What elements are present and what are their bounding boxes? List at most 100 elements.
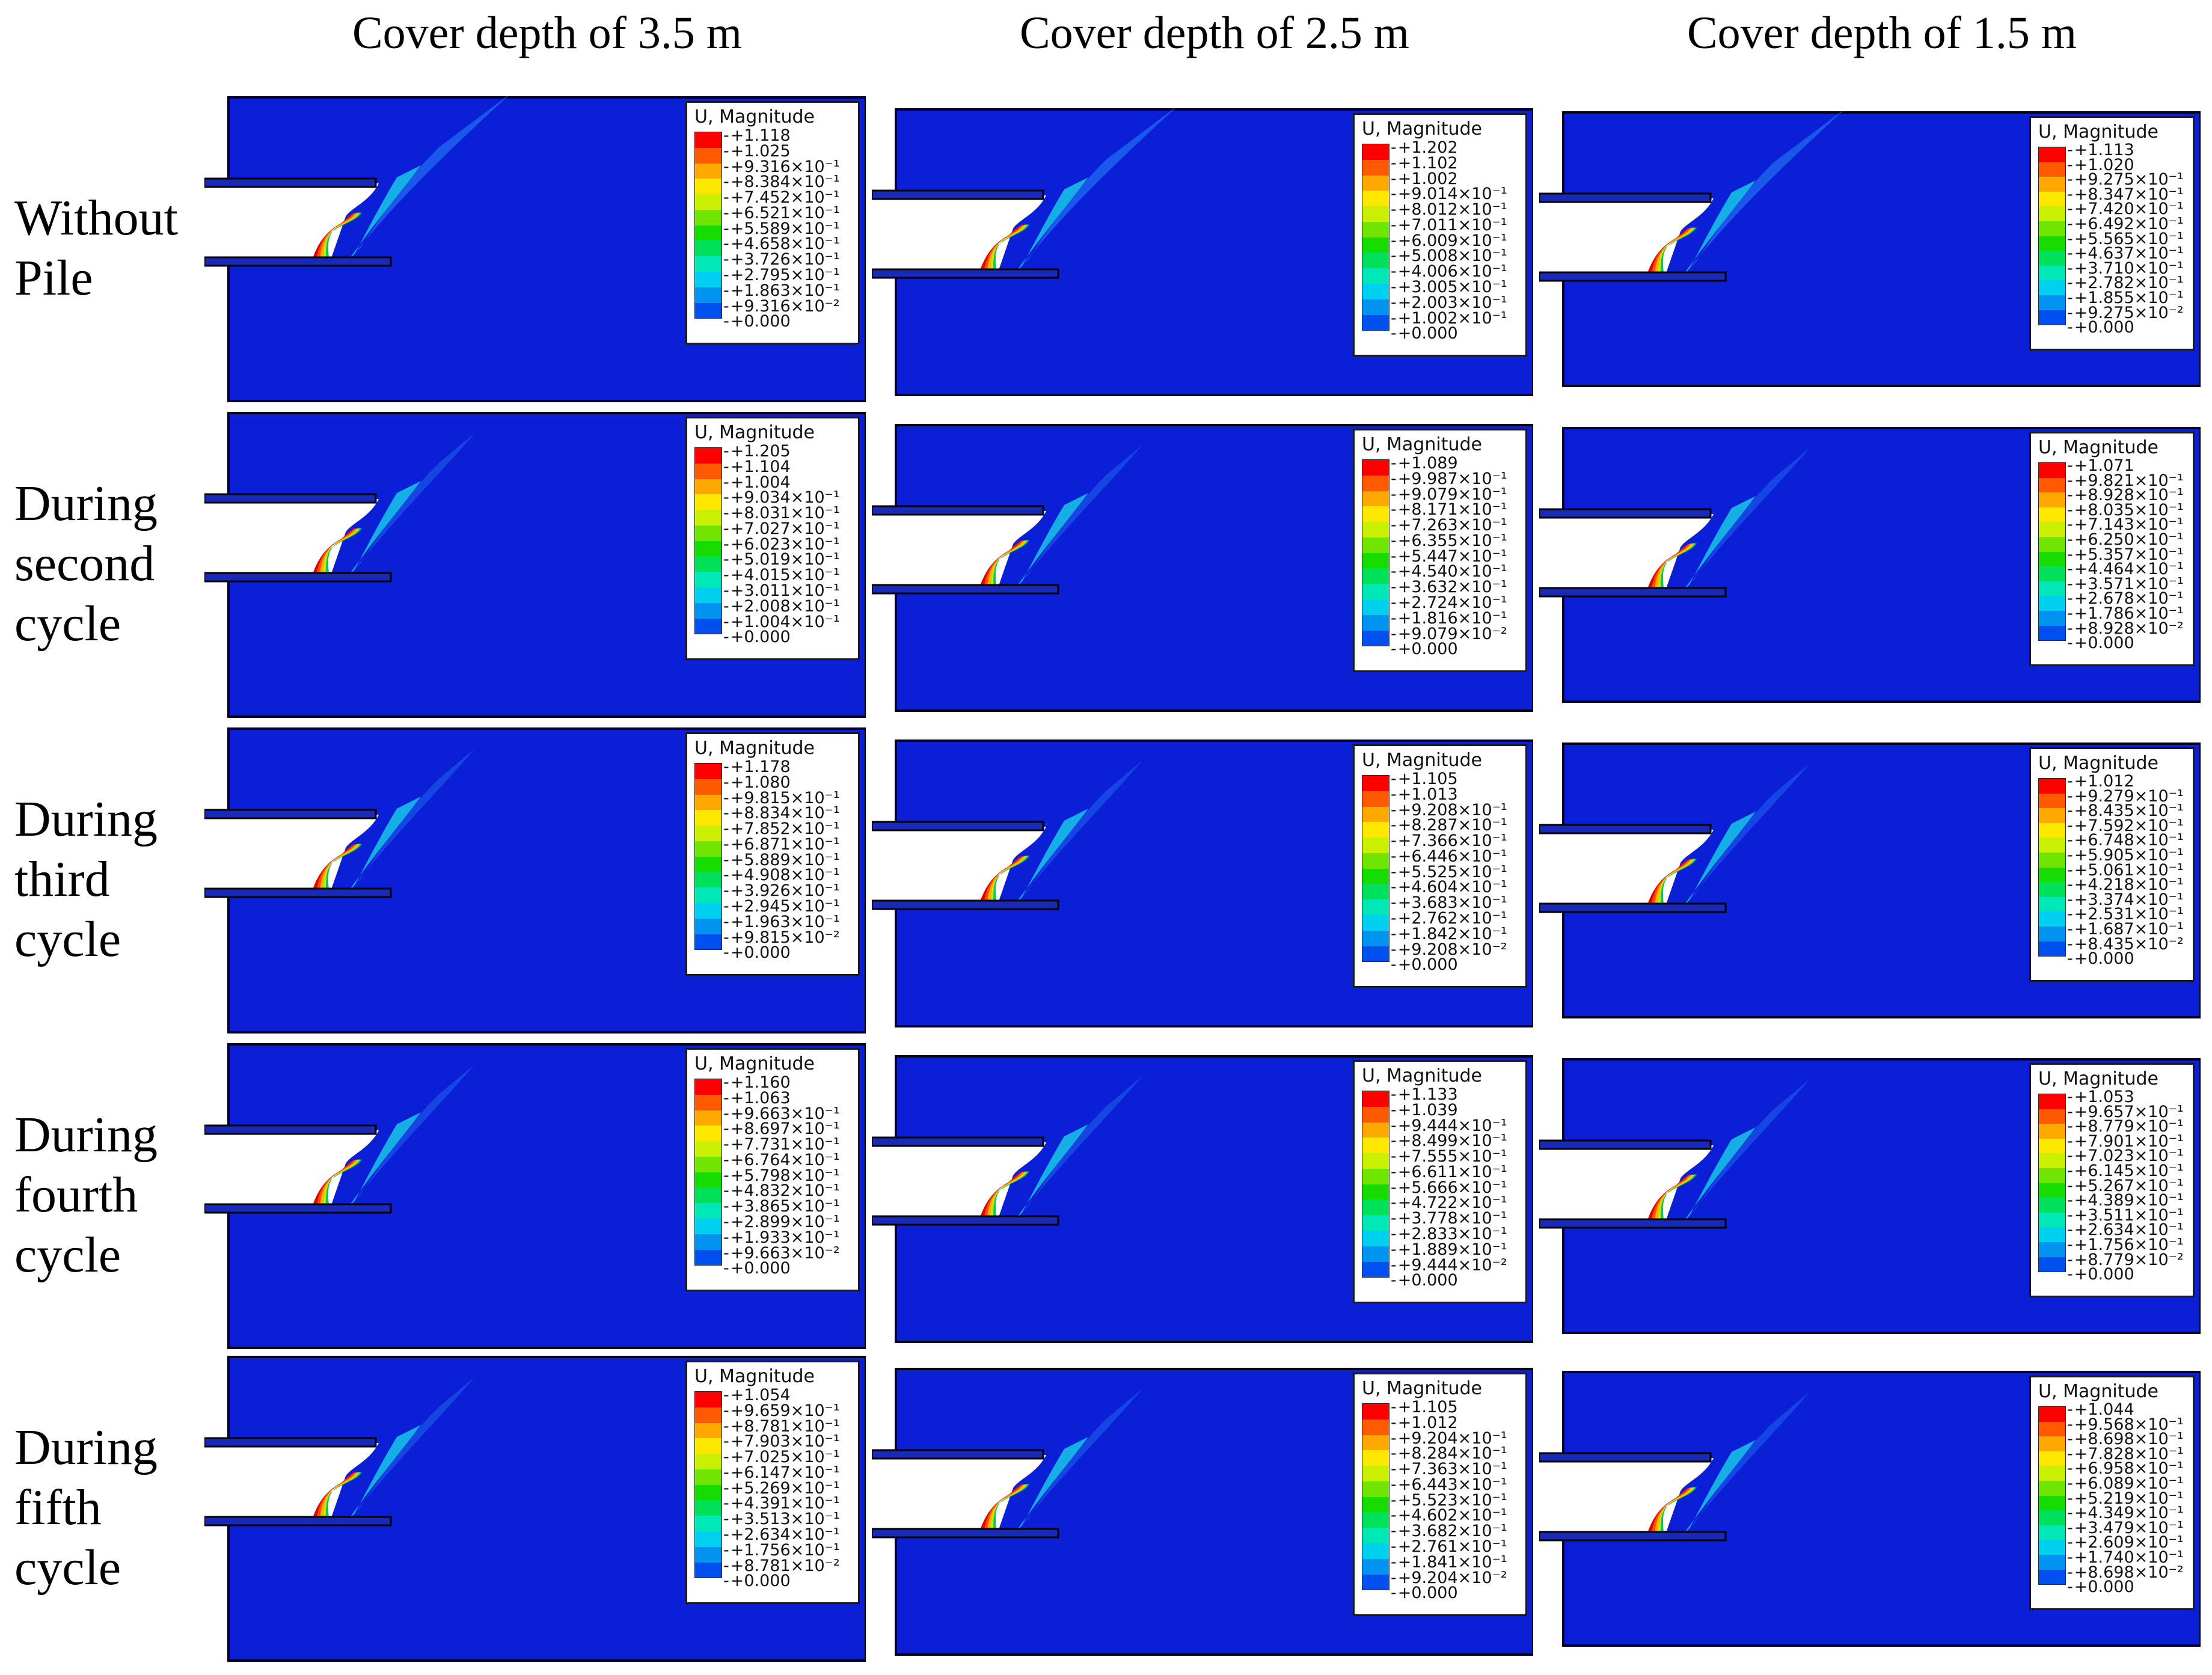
legend-tick-label: +8.781×10⁻¹ — [723, 1418, 840, 1435]
legend-tick-label: +6.764×10⁻¹ — [723, 1152, 840, 1168]
face-displacement-band — [1647, 1174, 1689, 1220]
legend-tick-label: +5.008×10⁻¹ — [1391, 248, 1507, 265]
tunnel-lining — [204, 1437, 377, 1448]
legend-swatch — [695, 1407, 722, 1423]
legend-swatch — [695, 1079, 722, 1095]
legend-tick-label: +3.726×10⁻¹ — [723, 251, 840, 268]
legend-swatch — [1362, 776, 1389, 791]
legend-tick-label: +1.063 — [723, 1090, 840, 1106]
legend-swatch — [695, 1546, 722, 1563]
legend-tick-label: +1.841×10⁻¹ — [1391, 1554, 1507, 1570]
legend-swatch — [2039, 1525, 2065, 1540]
legend-ticks: +1.178+1.080+9.815×10⁻¹+8.834×10⁻¹+7.852… — [723, 759, 840, 961]
legend-swatch — [1362, 1435, 1389, 1451]
legend-colorbar — [2038, 147, 2066, 326]
legend-ticks: +1.053+9.657×10⁻¹+8.779×10⁻¹+7.901×10⁻¹+… — [2067, 1089, 2184, 1282]
face-displacement-band — [1647, 227, 1695, 274]
displacement-band — [349, 797, 421, 891]
legend-tick-label: +3.011×10⁻¹ — [723, 583, 840, 599]
face-displacement-band — [980, 224, 1022, 271]
legend-tick-label: +7.903×10⁻¹ — [723, 1433, 840, 1450]
legend-tick-label: +3.632×10⁻¹ — [1391, 579, 1507, 595]
contour-legend: U, Magnitude+1.178+1.080+9.815×10⁻¹+8.83… — [685, 732, 860, 976]
legend-swatch — [2039, 463, 2065, 478]
legend-tick-label: +2.008×10⁻¹ — [723, 598, 840, 614]
legend-title: U, Magnitude — [2038, 1381, 2158, 1402]
legend-swatch — [695, 618, 722, 634]
tunnel-lining — [872, 268, 1059, 279]
row-label-line: During — [14, 475, 158, 531]
legend-tick-label: +1.178 — [723, 759, 840, 775]
tunnel-lining — [204, 572, 392, 583]
tunnel-opening — [204, 183, 379, 260]
legend-swatch — [1362, 1261, 1389, 1278]
legend-swatch — [2039, 522, 2065, 537]
legend-swatch — [695, 918, 722, 934]
legend-tick-label: +7.011×10⁻¹ — [1391, 217, 1507, 233]
legend-swatch — [695, 463, 722, 479]
legend-swatch — [2039, 852, 2065, 868]
legend-title: U, Magnitude — [694, 1053, 815, 1074]
legend-tick-label: +3.005×10⁻¹ — [1391, 279, 1507, 295]
legend-tick-label: +1.054 — [723, 1387, 840, 1403]
legend-swatch — [695, 572, 722, 588]
legend-tick-label: +3.865×10⁻¹ — [723, 1198, 840, 1214]
tunnel-lining — [204, 1124, 377, 1135]
displacement-band — [1684, 496, 1756, 590]
tunnel-lining — [204, 887, 392, 898]
displacement-band — [1016, 493, 1088, 587]
legend-swatch — [1362, 191, 1389, 207]
tunnel-opening — [204, 1130, 379, 1207]
face-displacement-band — [313, 1159, 354, 1205]
legend-tick-label: +4.604×10⁻¹ — [1391, 880, 1507, 896]
legend-tick-label: +7.027×10⁻¹ — [723, 521, 840, 537]
tunnel-lining — [872, 1136, 1044, 1147]
legend-tick-label: +6.147×10⁻¹ — [723, 1465, 840, 1481]
legend-swatch — [695, 903, 722, 919]
legend-title: U, Magnitude — [2038, 437, 2158, 458]
legend-swatch — [1362, 1574, 1389, 1590]
legend-tick-label: +8.499×10⁻¹ — [1391, 1133, 1507, 1149]
legend-colorbar — [1362, 1403, 1389, 1591]
legend-tick-label: +2.899×10⁻¹ — [723, 1214, 840, 1230]
legend-colorbar — [694, 1391, 722, 1579]
contour-legend: U, Magnitude+1.089+9.987×10⁻¹+9.079×10⁻¹… — [1353, 429, 1527, 672]
legend-tick-label: +1.842×10⁻¹ — [1391, 926, 1507, 942]
legend-tick-label: +6.521×10⁻¹ — [723, 205, 840, 221]
legend-tick-label: +7.852×10⁻¹ — [723, 821, 840, 837]
legend-swatch — [2039, 1510, 2065, 1525]
legend-tick-label: +9.204×10⁻² — [1391, 1570, 1507, 1586]
face-displacement-band — [1647, 1487, 1693, 1533]
tunnel-lining — [204, 809, 377, 819]
legend-tick-label: +4.006×10⁻¹ — [1391, 263, 1507, 280]
tunnel-lining — [872, 189, 1044, 200]
legend-tick-label: +9.316×10⁻¹ — [723, 159, 840, 175]
legend-tick-label: +5.523×10⁻¹ — [1391, 1492, 1507, 1508]
legend-swatch — [695, 1500, 722, 1516]
legend-tick-label: +9.663×10⁻² — [723, 1245, 840, 1261]
legend-tick-label: +9.034×10⁻¹ — [723, 489, 840, 506]
displacement-plume — [1022, 1389, 1142, 1525]
legend-tick-label: +1.025 — [723, 143, 840, 159]
column-header: Cover depth of 2.5 m — [1019, 8, 1409, 58]
tunnel-opening — [204, 1443, 379, 1519]
legend-tick-label: +9.815×10⁻² — [723, 929, 840, 946]
legend-swatch — [695, 1141, 722, 1157]
legend-tick-label: +1.816×10⁻¹ — [1391, 610, 1507, 626]
face-displacement-band — [313, 212, 360, 259]
legend-swatch — [1362, 599, 1389, 615]
legend-tick-label: +1.863×10⁻¹ — [723, 283, 840, 299]
tunnel-lining — [204, 493, 377, 504]
row-label-line: fourth — [14, 1166, 138, 1223]
legend-swatch — [2039, 206, 2065, 221]
legend-swatch — [2039, 280, 2065, 295]
contour-legend: U, Magnitude+1.133+1.039+9.444×10⁻¹+8.49… — [1353, 1060, 1527, 1303]
legend-title: U, Magnitude — [1362, 434, 1482, 455]
legend-swatch — [695, 1438, 722, 1454]
legend-swatch — [2039, 867, 2065, 883]
legend-tick-label: +9.079×10⁻¹ — [1391, 486, 1507, 503]
legend-tick-label: +1.004×10⁻¹ — [723, 614, 840, 630]
legend-tick-label: +8.287×10⁻¹ — [1391, 817, 1507, 833]
legend-swatch — [1362, 1466, 1389, 1481]
legend-swatch — [2039, 236, 2065, 251]
